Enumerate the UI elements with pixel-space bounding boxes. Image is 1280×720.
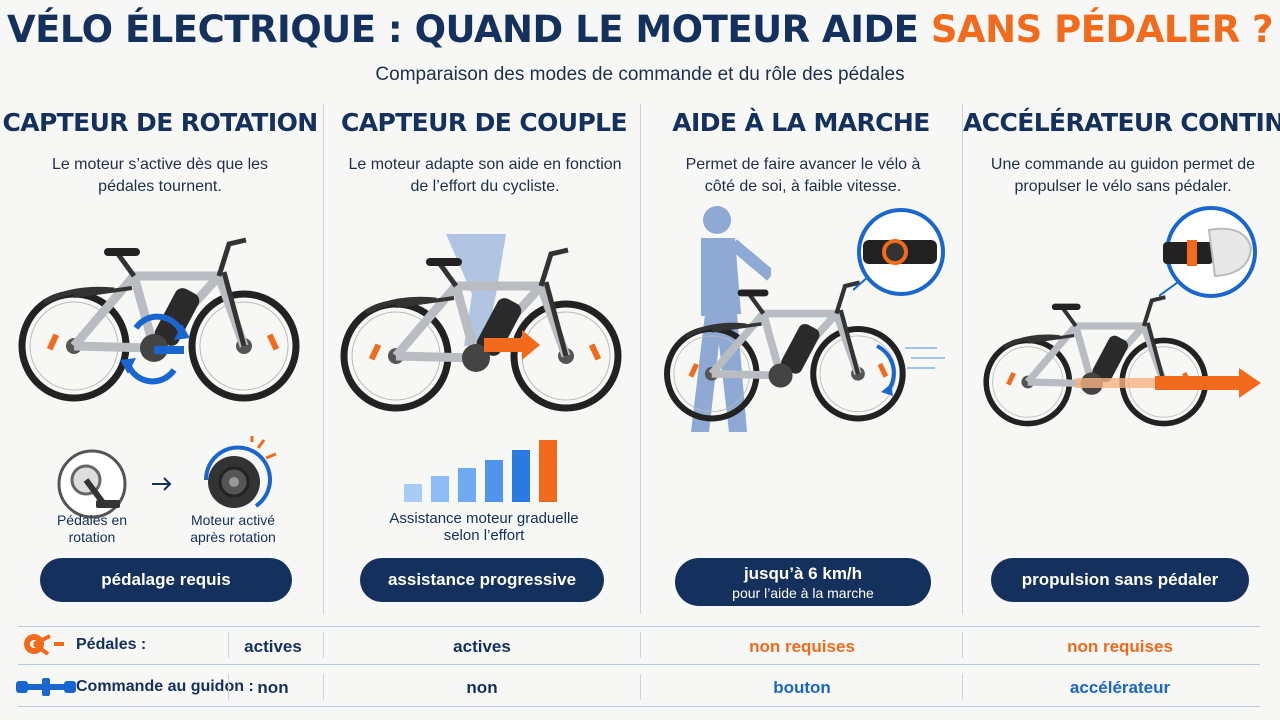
motor-icon bbox=[203, 436, 277, 508]
title-accent: SANS PÉDALER ? bbox=[930, 8, 1274, 51]
column-description: Permet de faire avancer le vélo à côté d… bbox=[685, 156, 921, 195]
cell-handlebar-throttle: accélérateur bbox=[1069, 678, 1171, 697]
table-bottom-line bbox=[18, 706, 1260, 707]
badge-text: assistance progressive bbox=[387, 570, 577, 589]
column-title: CAPTEUR DE ROTATION bbox=[2, 108, 318, 137]
column-torque-sensor: CAPTEUR DE COUPLE Le moteur adapte son a… bbox=[324, 96, 644, 616]
table-separator bbox=[323, 674, 324, 700]
rotation-arrow-icon bbox=[133, 313, 185, 336]
handlebar-icon bbox=[16, 678, 76, 696]
column-divider bbox=[962, 104, 963, 614]
badge-text: jusqu’à 6 km/h bbox=[743, 563, 863, 583]
page-title: VÉLO ÉLECTRIQUE : QUAND LE MOTEUR AIDE S… bbox=[0, 8, 1280, 51]
title-main: VÉLO ÉLECTRIQUE : QUAND LE MOTEUR AIDE bbox=[6, 8, 931, 51]
cell-pedals-torque: actives bbox=[453, 637, 511, 656]
row-label-pedals: Pédales : bbox=[76, 636, 147, 653]
row-label-handlebar: Commande au guidon : bbox=[76, 678, 254, 695]
column-description: Le moteur s’active dès que les pédales t… bbox=[51, 156, 269, 195]
badge-subtext: pour l’aide à la marche bbox=[732, 584, 874, 601]
bike-illustration bbox=[336, 234, 636, 424]
column-description: Une commande au guidon permet de propuls… bbox=[990, 156, 1256, 195]
label-motor-activated: Moteur activé après rotation bbox=[190, 512, 276, 545]
badge-pedaling-required: pédalage requis bbox=[40, 558, 292, 602]
table-separator bbox=[962, 674, 963, 700]
column-title: ACCÉLÉRATEUR CONTINU bbox=[963, 108, 1280, 137]
handlebar-button-icon bbox=[853, 208, 945, 296]
table-separator bbox=[640, 674, 641, 700]
column-rotation-sensor: CAPTEUR DE ROTATION Le moteur s’active d… bbox=[0, 96, 320, 616]
badge-walk-speed: jusqu’à 6 km/h pour l’aide à la marche bbox=[675, 558, 931, 606]
cell-pedals-walk: non requises bbox=[749, 637, 855, 656]
arrow-right-icon bbox=[152, 477, 172, 491]
table-separator bbox=[228, 674, 229, 700]
assistance-level-bars bbox=[404, 440, 564, 502]
badge-propulsion: propulsion sans pédaler bbox=[991, 558, 1249, 602]
column-title: CAPTEUR DE COUPLE bbox=[341, 108, 628, 137]
column-walk-assist: AIDE À LA MARCHE Permet de faire avancer… bbox=[641, 96, 961, 616]
column-divider bbox=[323, 104, 324, 614]
pedal-crank-icon bbox=[24, 634, 64, 656]
cell-pedals-rotation: actives bbox=[244, 637, 302, 656]
pedal-crank-icon bbox=[57, 449, 127, 519]
bike-illustration bbox=[975, 294, 1261, 454]
column-divider bbox=[640, 104, 641, 614]
table-separator bbox=[962, 632, 963, 658]
column-continuous-throttle: ACCÉLÉRATEUR CONTINU Une commande au gui… bbox=[963, 96, 1280, 616]
label-pedals-rotating: Pédales en rotation bbox=[56, 512, 128, 545]
column-title: AIDE À LA MARCHE bbox=[672, 108, 930, 137]
cell-handlebar-torque: non bbox=[466, 678, 498, 697]
badge-text: pédalage requis bbox=[101, 570, 231, 589]
throttle-icon bbox=[1159, 206, 1257, 298]
column-description: Le moteur adapte son aide en fonction de… bbox=[348, 156, 622, 195]
levels-caption: Assistance moteur graduelle selon l’effo… bbox=[389, 510, 579, 544]
bike-illustration bbox=[14, 236, 314, 416]
table-separator bbox=[228, 632, 229, 658]
table-middle-line bbox=[18, 664, 1260, 665]
bike-illustration bbox=[655, 274, 945, 444]
cell-pedals-throttle: non requises bbox=[1067, 637, 1173, 656]
badge-progressive-assistance: assistance progressive bbox=[360, 558, 604, 602]
table-top-line bbox=[18, 626, 1260, 627]
cell-handlebar-rotation: non bbox=[257, 678, 289, 697]
table-separator bbox=[323, 632, 324, 658]
table-separator bbox=[640, 632, 641, 658]
page-subtitle: Comparaison des modes de commande et du … bbox=[375, 64, 905, 85]
badge-text: propulsion sans pédaler bbox=[1021, 570, 1219, 589]
cell-handlebar-walk: bouton bbox=[773, 678, 831, 697]
